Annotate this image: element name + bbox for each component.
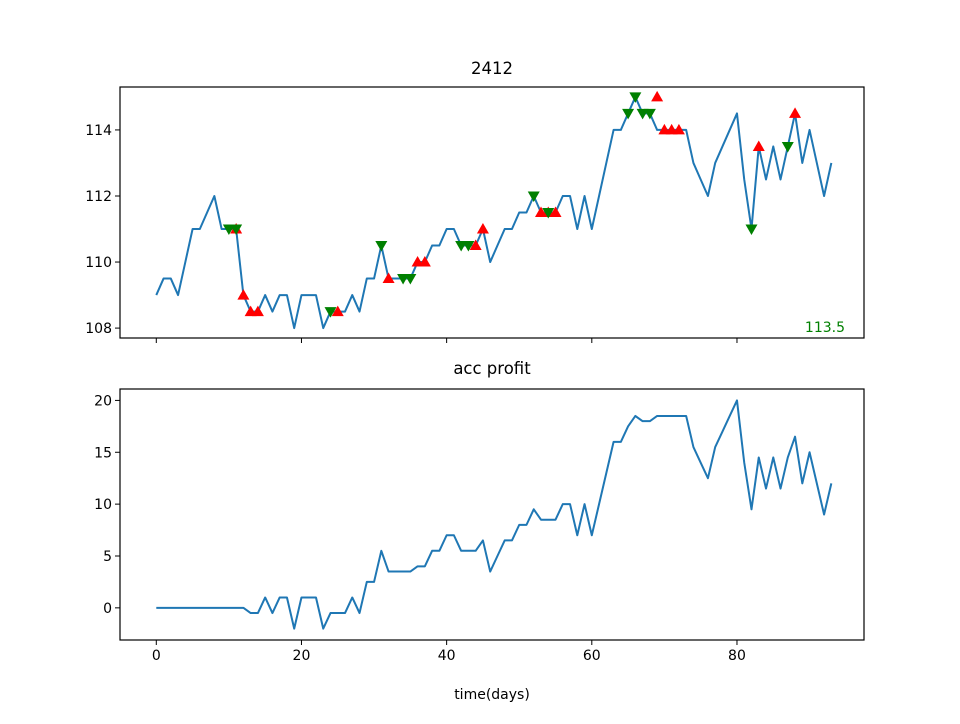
price-series-line xyxy=(155,95,833,330)
buy-marker xyxy=(375,241,388,252)
profit-y-tick-label: 20 xyxy=(94,393,112,409)
buy-marker xyxy=(622,108,635,120)
buy-marker xyxy=(324,307,337,318)
x-axis-label: time(days) xyxy=(454,687,530,703)
buy-marker xyxy=(462,241,475,252)
buy-marker xyxy=(629,92,642,103)
price-y-tick-label: 114 xyxy=(85,123,112,139)
price-y-tick-label: 112 xyxy=(85,189,112,205)
price-y-tick-label: 110 xyxy=(85,255,112,271)
sell-marker xyxy=(672,123,685,135)
profit-plot-frame xyxy=(119,388,865,641)
sell-marker xyxy=(469,239,482,251)
profit-x-tick-label: 20 xyxy=(293,648,311,664)
sell-marker xyxy=(418,256,431,267)
profit-y-tick-label: 5 xyxy=(103,549,112,565)
profit-x-tick-label: 40 xyxy=(438,648,456,664)
profit-y-tick-label: 0 xyxy=(103,601,112,617)
profit-panel: acc profit time(days) 0 20 40 60 80 0 5 10 15 20 xyxy=(94,359,865,703)
sell-marker xyxy=(251,305,264,317)
sell-marker xyxy=(476,223,489,234)
profit-x-tick-label: 0 xyxy=(152,648,161,664)
sell-marker xyxy=(331,305,344,317)
price-plot-area xyxy=(155,90,833,330)
price-plot-frame xyxy=(119,86,865,339)
price-panel: 2412 113.5 108 110 112 114 xyxy=(85,59,865,343)
buy-marker xyxy=(230,224,243,236)
price-y-tick-label: 108 xyxy=(85,321,112,337)
buy-marker xyxy=(745,224,758,236)
sell-marker xyxy=(549,206,562,217)
profit-x-tick-label: 80 xyxy=(728,648,746,664)
buy-marker xyxy=(527,191,540,202)
buy-marker xyxy=(643,108,656,120)
sell-marker xyxy=(237,289,250,300)
profit-plot-area xyxy=(156,399,833,630)
sell-marker xyxy=(651,90,664,102)
profit-y-tick-label: 10 xyxy=(94,497,112,513)
buy-marker xyxy=(542,208,555,219)
buy-marker xyxy=(781,141,794,153)
profit-chart-title: acc profit xyxy=(453,359,531,378)
sell-marker xyxy=(382,272,395,284)
sell-marker xyxy=(752,140,765,151)
profit-series-line xyxy=(156,399,833,630)
buy-marker xyxy=(404,274,417,285)
profit-y-tick-label: 15 xyxy=(94,445,112,461)
price-chart-title: 2412 xyxy=(471,59,513,78)
sell-marker xyxy=(789,107,802,118)
profit-x-tick-label: 60 xyxy=(583,648,601,664)
last-price-annotation: 113.5 xyxy=(805,320,845,336)
